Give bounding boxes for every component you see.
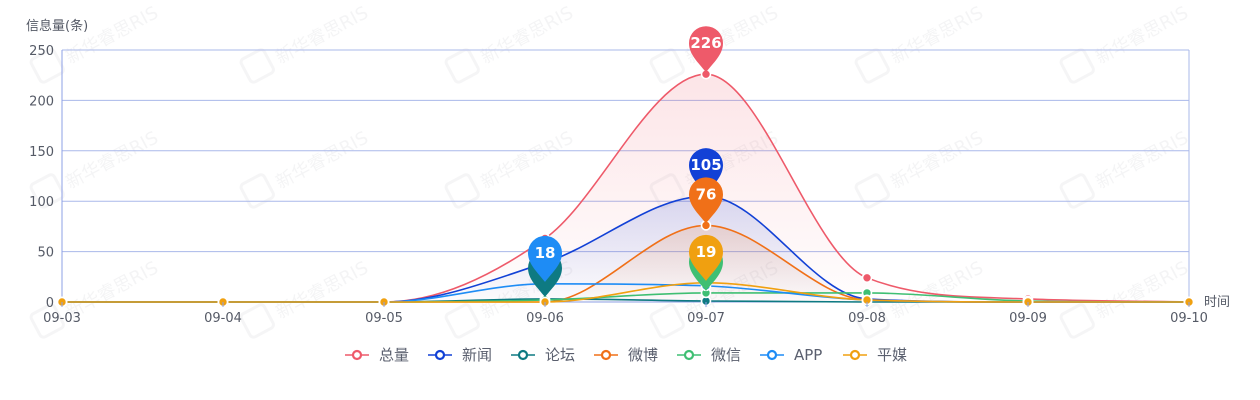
watermark: 新华睿思RIS [854, 127, 987, 209]
max-pin-APP: 18 [528, 235, 562, 282]
svg-text:新华睿思RIS: 新华睿思RIS [478, 2, 577, 68]
x-tick-label: 09-09 [1009, 311, 1047, 326]
legend-label: 平媒 [877, 346, 907, 364]
pin-label-平媒: 19 [696, 243, 717, 261]
legend-marker [849, 349, 861, 361]
data-point-总量-09-08[interactable] [861, 272, 873, 284]
y-tick-label: 200 [29, 94, 54, 109]
legend-item-微信[interactable]: 微信 [677, 346, 741, 364]
y-tick-label: 250 [29, 44, 54, 59]
svg-text:新华睿思RIS: 新华睿思RIS [1093, 2, 1192, 68]
legend-item-微博[interactable]: 微博 [594, 346, 658, 364]
watermark: 新华睿思RIS [239, 127, 372, 209]
pin-label-总量: 226 [690, 34, 721, 52]
legend-item-APP[interactable]: APP [760, 346, 822, 364]
svg-text:新华睿思RIS: 新华睿思RIS [273, 127, 372, 193]
legend: 总量 新闻 论坛 微博 微信 APP 平媒 [345, 346, 907, 364]
watermark: 新华睿思RIS [239, 257, 372, 339]
x-tick-label: 09-07 [687, 311, 725, 326]
pin-label-新闻: 105 [690, 156, 721, 174]
legend-label: 总量 [379, 346, 409, 364]
pin-label-微博: 76 [696, 185, 717, 203]
svg-text:新华睿思RIS: 新华睿思RIS [273, 2, 372, 68]
x-tick-label: 09-04 [204, 311, 242, 326]
x-tick-label: 09-06 [526, 311, 564, 326]
svg-text:新华睿思RIS: 新华睿思RIS [63, 2, 162, 68]
max-pin-平媒: 19 [689, 234, 723, 281]
series-line-平媒 [62, 282, 1189, 303]
legend-item-平媒[interactable]: 平媒 [843, 346, 907, 364]
watermark: 新华睿思RIS [444, 127, 577, 209]
x-tick-label: 09-10 [1170, 311, 1208, 326]
series-area-微博 [62, 225, 1189, 302]
legend-label: 新闻 [462, 346, 492, 364]
legend-marker [766, 349, 778, 361]
area-layer [62, 74, 1189, 302]
watermark: 新华睿思RIS [1059, 2, 1192, 84]
svg-text:新华睿思RIS: 新华睿思RIS [888, 2, 987, 68]
pin-layer: 226 105 76 18 19 [528, 26, 723, 297]
x-axis-title: 时间 [1204, 295, 1230, 310]
legend-marker [351, 349, 363, 361]
legend-label: 微博 [628, 346, 658, 364]
y-tick-label: 0 [46, 296, 54, 311]
series-area-总量 [62, 74, 1189, 302]
watermark: 新华睿思RIS [1059, 127, 1192, 209]
y-tick-label: 50 [37, 246, 54, 261]
legend-marker [517, 349, 529, 361]
max-pin-微博: 76 [689, 177, 723, 224]
series-area-新闻 [62, 196, 1189, 302]
grid-layer [61, 49, 1190, 303]
x-tick-label: 09-03 [43, 311, 81, 326]
legend-item-新闻[interactable]: 新闻 [428, 346, 492, 364]
legend-marker [683, 349, 695, 361]
legend-marker [600, 349, 612, 361]
watermark: 新华睿思RIS [1059, 257, 1192, 339]
svg-text:新华睿思RIS: 新华睿思RIS [273, 257, 372, 323]
y-tick-label: 100 [29, 195, 54, 210]
x-tick-label: 09-08 [848, 311, 886, 326]
svg-text:新华睿思RIS: 新华睿思RIS [888, 127, 987, 193]
legend-label: 论坛 [545, 346, 575, 364]
y-axis-title: 信息量(条) [26, 18, 88, 34]
axis-layer: 信息量(条) 时间 0 50 100 150 200 250 09-03 09-04 09-05… [26, 18, 1230, 326]
legend-item-总量[interactable]: 总量 [345, 346, 409, 364]
legend-marker [434, 349, 446, 361]
svg-text:新华睿思RIS: 新华睿思RIS [478, 127, 577, 193]
watermark: 新华睿思RIS [239, 2, 372, 84]
max-pin-总量: 226 [689, 26, 723, 73]
x-tick-label: 09-05 [365, 311, 403, 326]
y-tick-label: 150 [29, 145, 54, 160]
watermark: 新华睿思RIS [854, 2, 987, 84]
svg-text:新华睿思RIS: 新华睿思RIS [63, 127, 162, 193]
watermark: 新华睿思RIS [29, 2, 162, 84]
watermark: 新华睿思RIS [444, 2, 577, 84]
line-layer [62, 73, 1190, 303]
legend-item-论坛[interactable]: 论坛 [511, 346, 575, 364]
legend-label: 微信 [711, 346, 741, 364]
svg-text:新华睿思RIS: 新华睿思RIS [1093, 127, 1192, 193]
legend-label: APP [794, 346, 822, 364]
pin-label-APP: 18 [535, 244, 556, 262]
